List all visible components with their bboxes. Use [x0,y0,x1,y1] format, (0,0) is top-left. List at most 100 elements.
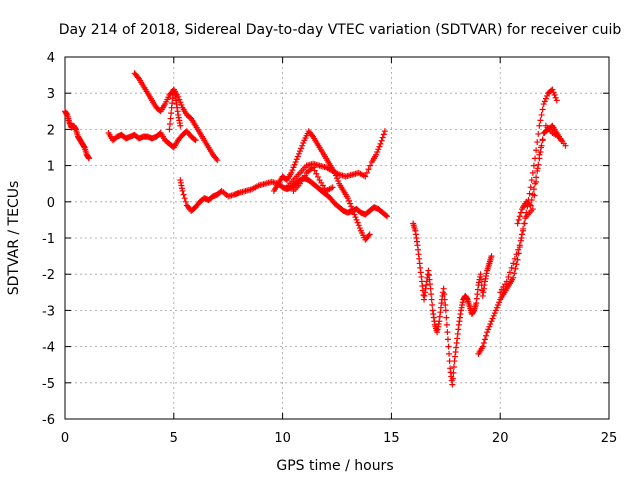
y-tick-label: -6 [42,413,55,428]
y-tick-label: -2 [42,268,55,283]
data-point [166,120,173,127]
data-point [536,155,543,162]
data-marks [62,70,569,388]
data-point [527,184,534,191]
data-point [533,147,540,154]
data-point [485,326,492,333]
data-point [510,260,517,267]
data-point [177,99,184,106]
x-tick-label: 20 [492,431,509,446]
data-point [440,285,447,292]
data-point [300,139,307,146]
data-point [298,145,305,152]
data-point [534,168,541,175]
data-point [175,93,182,100]
y-axis-label: SDTVAR / TECUs [6,181,22,296]
x-tick-label: 0 [61,431,69,446]
x-tick-label: 10 [274,431,291,446]
y-tick-label: 3 [47,87,55,102]
data-point [527,202,534,209]
y-tick-label: -5 [42,377,55,392]
data-point [562,142,569,149]
y-tick-label: -3 [42,304,55,319]
data-point [288,169,295,176]
data-point [511,270,518,277]
data-point [441,296,448,303]
data-point [483,332,490,339]
data-point [213,155,220,162]
data-point [515,216,522,223]
data-point [365,166,372,173]
data-point [310,164,317,171]
data-point [540,101,547,108]
data-point [429,301,436,308]
data-point [550,89,557,96]
data-point [528,177,535,184]
data-point [442,301,449,308]
data-point [134,74,141,81]
data-point [381,128,388,135]
data-point [179,187,186,194]
series-9 [475,86,560,357]
data-point [477,271,484,278]
y-tick-label: -4 [42,341,55,356]
data-point [505,273,512,280]
data-point [449,375,456,382]
series-11 [514,122,565,227]
data-point [363,169,370,176]
data-point [289,167,296,174]
data-point [294,153,301,160]
data-point [367,162,374,169]
series-4 [177,175,391,220]
data-point [513,261,520,268]
y-tick-label: 1 [47,160,55,175]
data-point [549,86,556,93]
data-point [375,146,382,153]
data-point [293,156,300,163]
data-point [168,110,175,117]
data-point [510,274,517,281]
x-tick-label: 15 [383,431,400,446]
data-point [488,253,495,260]
data-point [377,140,384,147]
data-point [428,296,435,303]
data-point [492,307,499,314]
data-point [166,126,173,133]
data-point [520,227,527,234]
data-point [542,95,549,102]
axis-ticks: 0 5 10 15 20 25 -6 -5 -4 -3 -2 -1 0 1 2 3 4 [42,51,617,446]
data-point [528,196,535,203]
data-point [180,191,187,198]
data-point [450,369,457,376]
data-point [538,111,545,118]
data-point [521,220,528,227]
data-point [506,269,513,276]
series-3 [166,86,184,133]
data-point [345,197,352,204]
data-point [526,201,533,208]
series-10 [497,122,569,296]
data-point [362,173,369,180]
data-point [478,276,485,283]
data-point [335,177,342,184]
data-point [511,255,518,262]
data-point [493,304,500,311]
data-point [551,92,558,99]
data-point [442,307,449,314]
data-point [541,98,548,105]
data-point [526,190,533,197]
data-point [348,203,355,210]
data-point [529,169,536,176]
data-point [427,285,434,292]
data-point [176,96,183,103]
data-point [308,132,315,139]
data-point [354,219,361,226]
data-point [496,299,503,306]
data-point [311,167,318,174]
data-point [530,162,537,169]
data-point [192,137,199,144]
data-point [313,170,320,177]
data-point [449,381,456,388]
data-point [518,235,525,241]
data-point [428,291,435,298]
